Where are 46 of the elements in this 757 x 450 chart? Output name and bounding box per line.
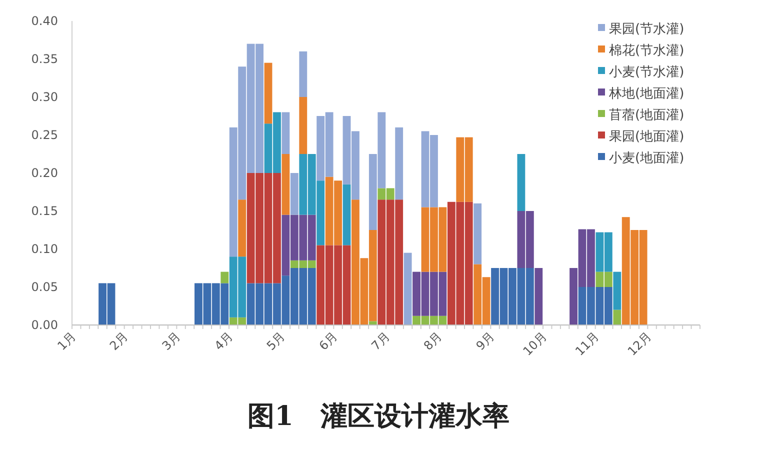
y-tick-label: 0.30 (31, 90, 58, 104)
y-tick-label: 0.15 (31, 204, 58, 218)
x-tick-label: 8月 (421, 329, 445, 354)
y-tick-label: 0.20 (31, 166, 58, 180)
bar (282, 154, 290, 215)
bar (395, 127, 404, 200)
bar (264, 62, 272, 124)
legend-label: 小麦(地面灌) (609, 151, 684, 166)
y-tick-label: 0.05 (31, 280, 58, 294)
x-tick-label: 12月 (624, 329, 654, 358)
bar (238, 200, 246, 257)
x-tick-label: 10月 (520, 329, 550, 358)
bar (517, 154, 526, 211)
bar (404, 252, 412, 325)
bar (290, 173, 298, 215)
bar (474, 203, 482, 264)
y-tick-label: 0.25 (31, 128, 58, 142)
x-tick-label: 1月 (54, 329, 78, 354)
bar (220, 272, 229, 284)
legend-label: 棉花(节水灌) (609, 44, 684, 58)
legend-label: 果园(节水灌) (609, 22, 684, 37)
x-tick-label: 6月 (316, 329, 340, 354)
x-tick-label: 2月 (107, 329, 131, 354)
bar (299, 51, 308, 97)
x-tick-label: 5月 (264, 329, 288, 354)
y-tick-label: 0.00 (31, 318, 58, 332)
legend-label: 小麦(节水灌) (609, 65, 684, 80)
y-tick-label: 0.40 (31, 14, 58, 28)
text: 图1 灌区设计灌水率 (248, 401, 510, 432)
bar (613, 272, 622, 310)
legend-label: 林地(地面灌) (608, 86, 684, 102)
x-tick-label: 3月 (159, 329, 184, 354)
y-tick-label: 0.10 (31, 242, 58, 256)
legend-label: 果园(地面灌) (609, 130, 684, 144)
x-tick-label: 7月 (368, 329, 392, 354)
bar (534, 268, 543, 325)
legend-label: 苜蓿(地面灌) (609, 108, 684, 123)
bar (368, 321, 377, 325)
bar (282, 112, 290, 154)
bar (299, 97, 308, 154)
x-tick-label: 4月 (212, 329, 236, 354)
x-tick-label: 9月 (473, 329, 498, 354)
y-tick-label: 0.35 (31, 52, 58, 66)
x-tick-label: 11月 (572, 329, 602, 358)
bar (613, 310, 622, 325)
bar (342, 184, 351, 246)
